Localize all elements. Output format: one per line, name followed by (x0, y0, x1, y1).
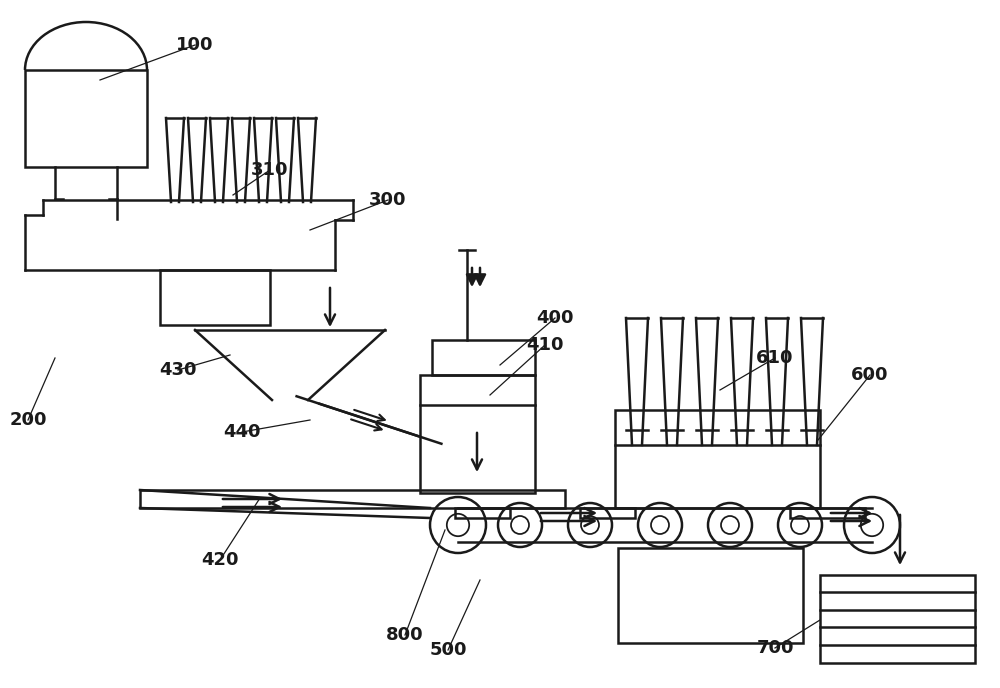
Bar (25, 70, 147, 167)
Bar (790, 508, 865, 518)
Text: 200: 200 (9, 411, 47, 429)
Bar (455, 508, 510, 518)
Text: 610: 610 (756, 349, 794, 367)
Text: 430: 430 (159, 361, 197, 379)
Text: 400: 400 (536, 309, 574, 327)
Text: 420: 420 (201, 551, 239, 569)
Bar (820, 575, 975, 663)
Text: 300: 300 (369, 191, 407, 209)
Text: 310: 310 (251, 161, 289, 179)
Bar (140, 490, 565, 508)
Text: 410: 410 (526, 336, 564, 354)
Text: 500: 500 (429, 641, 467, 659)
Text: 800: 800 (386, 626, 424, 644)
Text: 600: 600 (851, 366, 889, 384)
Text: 700: 700 (756, 639, 794, 657)
Bar (615, 410, 820, 508)
Bar (432, 340, 535, 375)
Text: 100: 100 (176, 36, 214, 54)
Text: 440: 440 (223, 423, 261, 441)
Bar (618, 548, 803, 643)
Bar (420, 375, 535, 493)
Bar (160, 270, 270, 325)
Bar (580, 508, 635, 518)
